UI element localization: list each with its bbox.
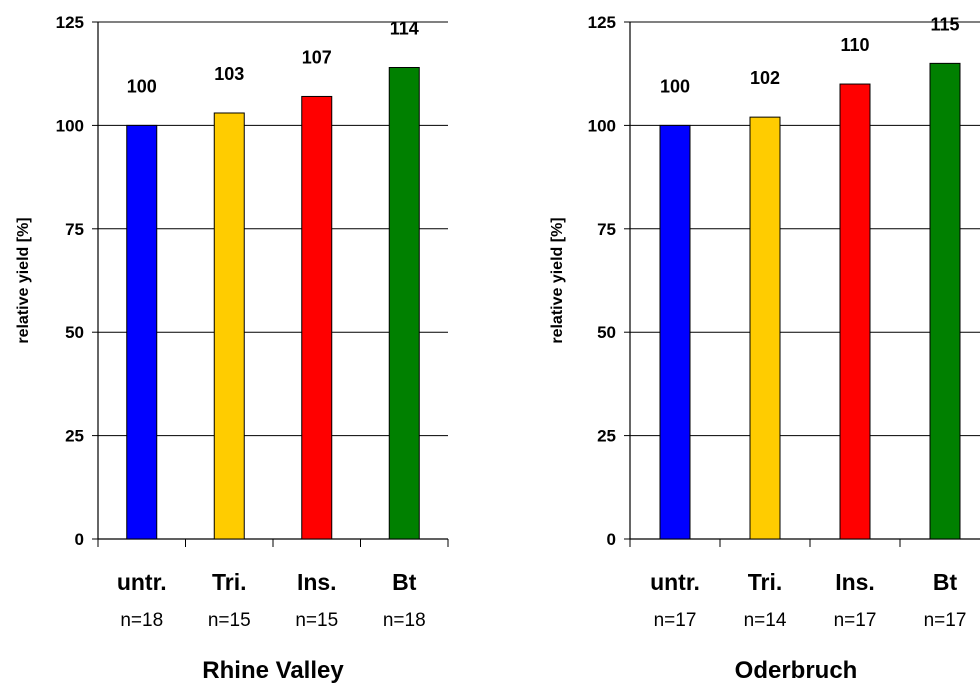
- chart-title: Oderbruch: [735, 657, 858, 684]
- x-tick-label: Bt: [933, 569, 958, 595]
- sample-size-label: n=17: [924, 610, 967, 631]
- chart-panel-oderbruch: relative yield [%] Oderbruch 0 25 50 75 100 1…: [549, 13, 980, 684]
- bar-ins: [301, 95, 333, 540]
- bar-tri: [749, 116, 781, 540]
- y-tick-label: 25: [65, 427, 84, 446]
- y-tick-label: 50: [65, 323, 84, 342]
- sample-size-label: n=18: [383, 610, 426, 631]
- y-axis-title: relative yield [%]: [15, 217, 32, 343]
- sample-size-label: n=15: [295, 610, 338, 631]
- x-tick-label: untr.: [650, 569, 700, 595]
- bar-bt: [929, 62, 961, 540]
- bar-bt: [388, 66, 420, 540]
- y-tick-label: 125: [56, 13, 84, 32]
- y-tick-label: 0: [607, 530, 616, 549]
- x-tick-label: Ins.: [835, 569, 875, 595]
- bar-ins: [839, 83, 871, 540]
- sample-size-label: n=15: [208, 610, 251, 631]
- x-tick-label: Ins.: [297, 569, 337, 595]
- data-label: 107: [302, 47, 332, 67]
- y-tick-label: 75: [65, 220, 84, 239]
- data-label: 115: [930, 14, 959, 34]
- sample-size-label: n=14: [744, 610, 787, 631]
- bar-untr: [126, 124, 158, 540]
- data-label: 102: [750, 68, 780, 88]
- data-label: 100: [127, 76, 157, 96]
- y-tick-label: 100: [56, 116, 84, 135]
- y-tick-label: 0: [75, 530, 84, 549]
- x-tick-label: Tri.: [748, 569, 783, 595]
- y-tick-label: 50: [597, 323, 616, 342]
- x-tick-label: untr.: [117, 569, 167, 595]
- y-tick-label: 25: [597, 427, 616, 446]
- data-label: 114: [390, 18, 419, 38]
- data-label: 100: [660, 76, 690, 96]
- y-axis-title: relative yield [%]: [549, 217, 566, 343]
- bar-untr: [659, 124, 691, 540]
- y-tick-label: 100: [588, 116, 616, 135]
- y-tick-label: 125: [588, 13, 616, 32]
- bar-tri: [213, 112, 245, 540]
- x-tick-label: Bt: [392, 569, 417, 595]
- x-tick-label: Tri.: [212, 569, 247, 595]
- data-label: 110: [840, 35, 869, 55]
- sample-size-label: n=17: [654, 610, 697, 631]
- sample-size-label: n=18: [120, 610, 163, 631]
- y-tick-label: 75: [597, 220, 616, 239]
- data-label: 103: [214, 64, 244, 84]
- sample-size-label: n=17: [834, 610, 877, 631]
- chart-title: Rhine Valley: [202, 657, 344, 684]
- chart-panel-rhine-valley: relative yield [%] Rhine Valley 0 25 50 75 1…: [15, 13, 449, 684]
